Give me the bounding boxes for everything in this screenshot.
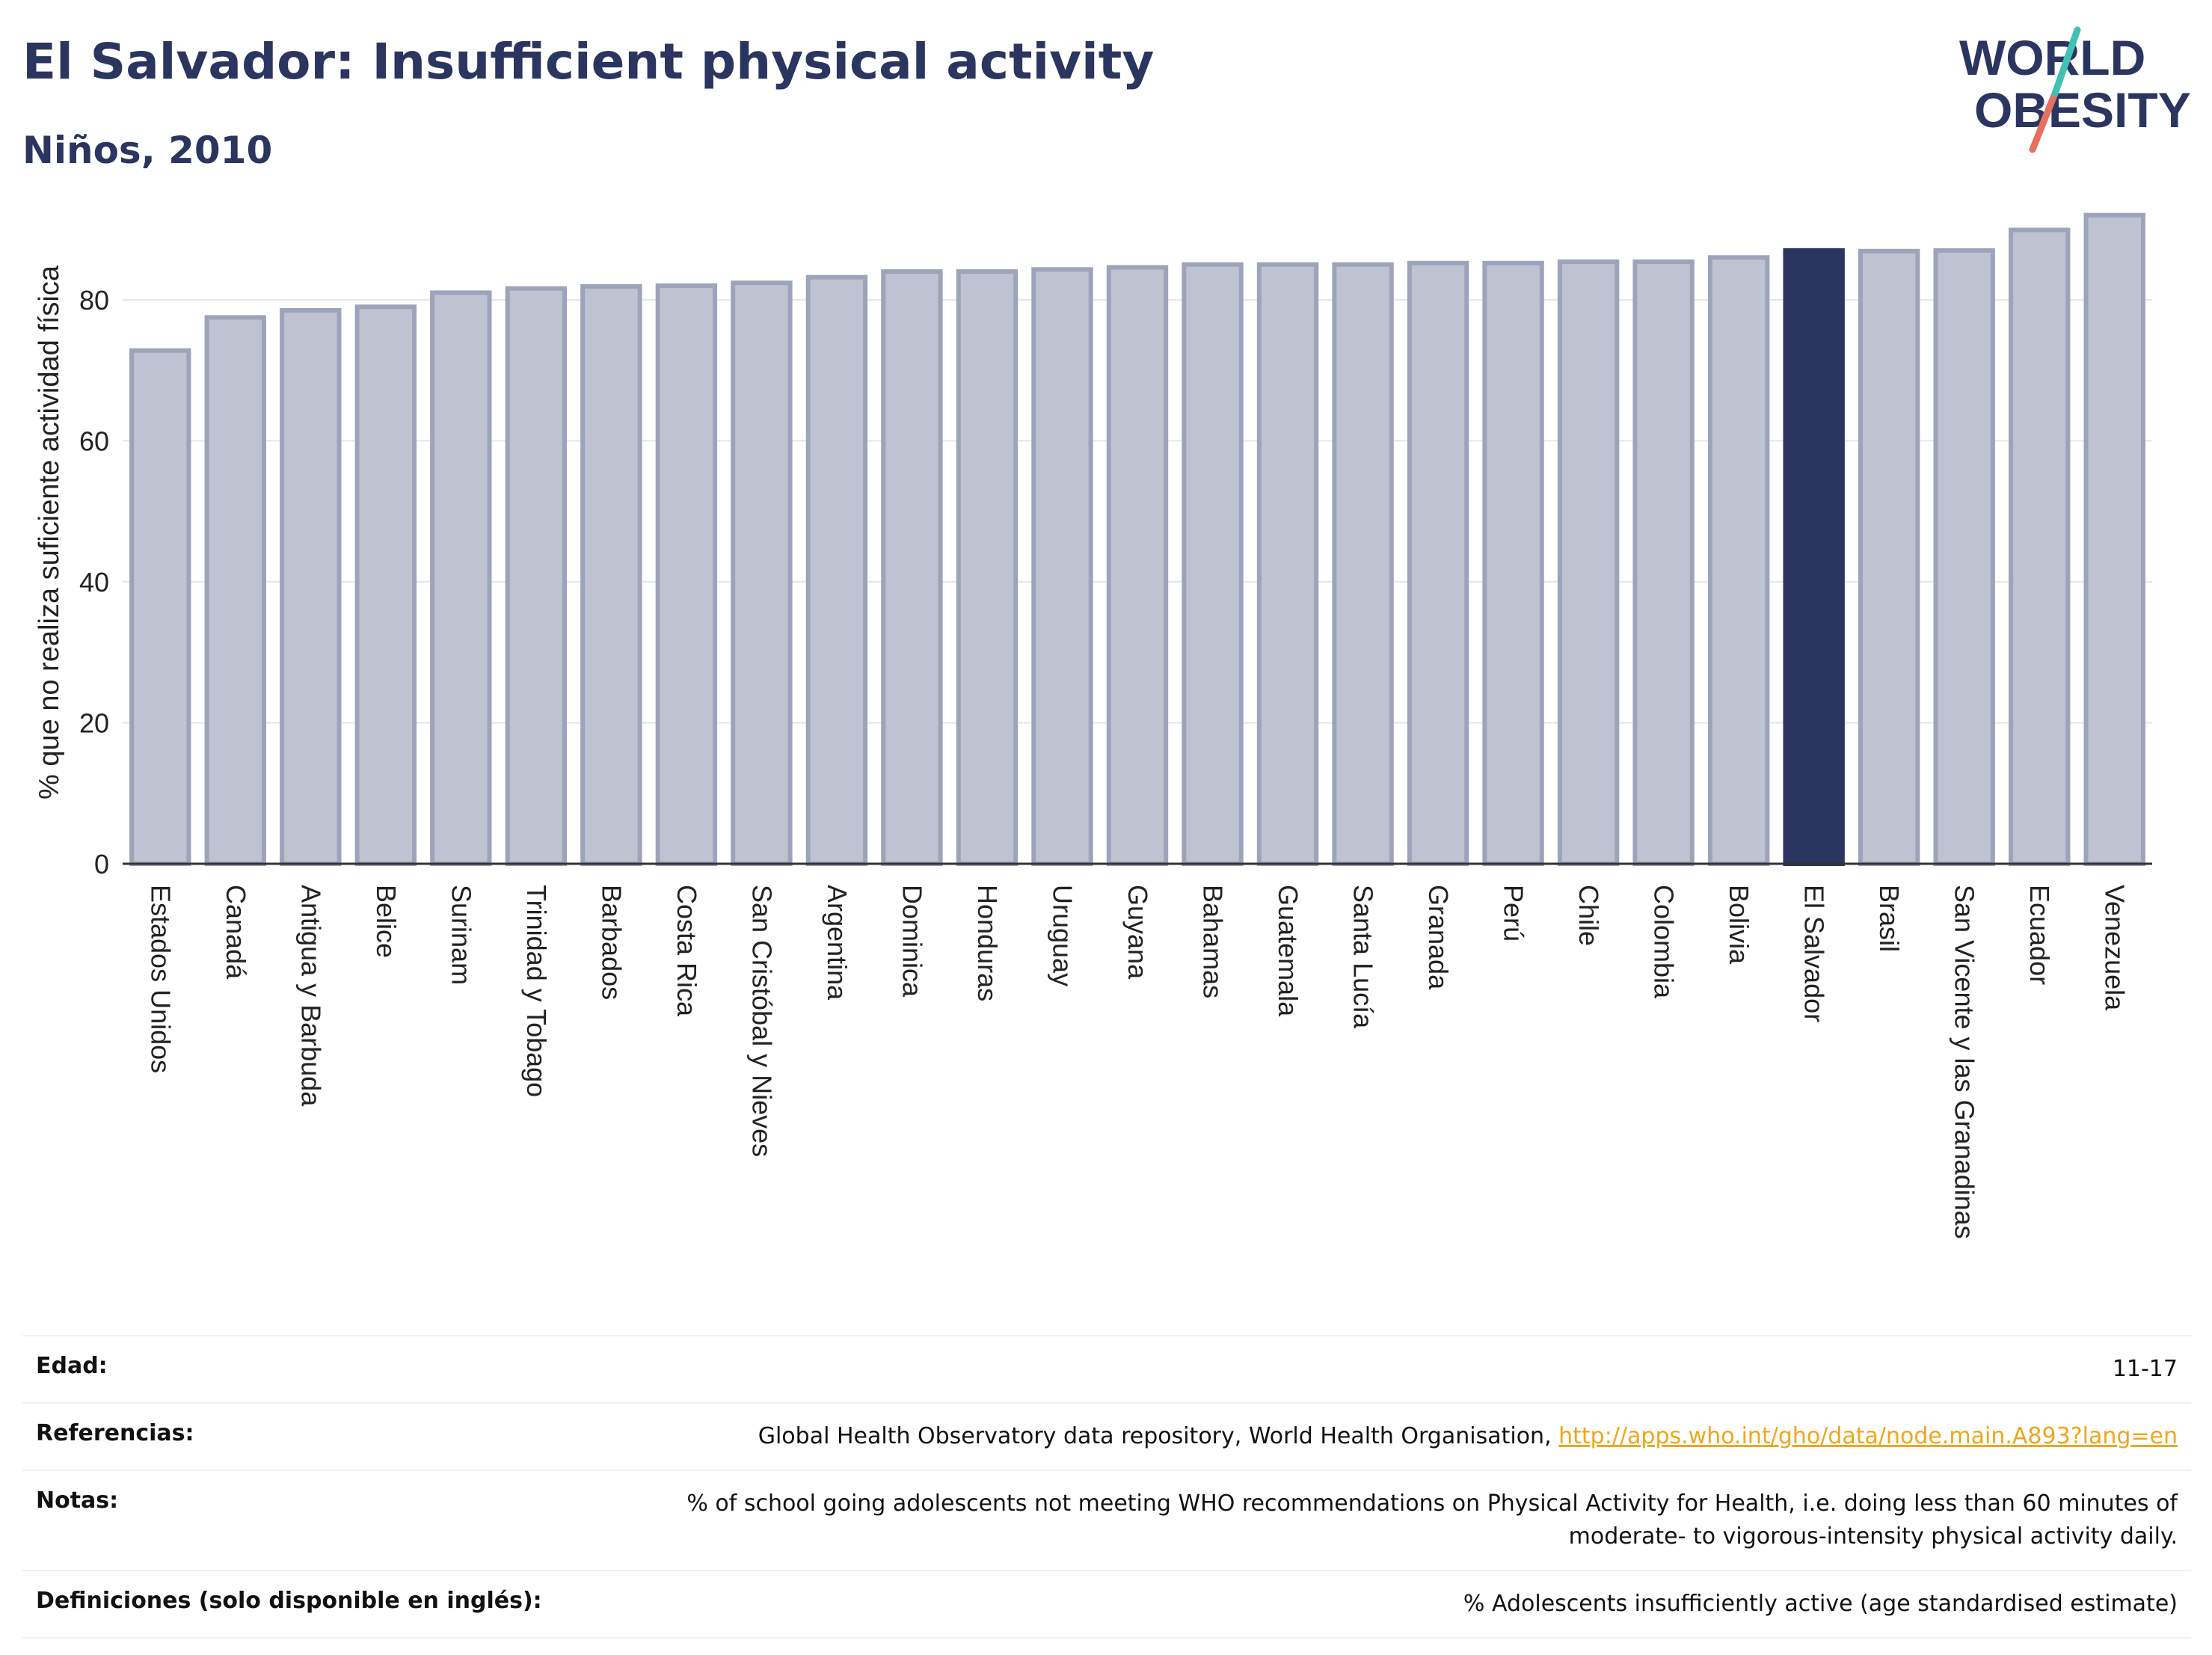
x-tick-label: Colombia: [1649, 885, 1680, 999]
bar-honduras: [956, 269, 1019, 866]
bar-estados-unidos: [129, 348, 191, 867]
bar-belice: [354, 304, 417, 866]
x-tick-label: Canadá: [221, 885, 251, 980]
bar-trinidad-y-tobago: [505, 286, 568, 866]
bar-guyana: [1106, 265, 1169, 866]
bar-bahamas: [1182, 262, 1244, 866]
x-tick-label: Guyana: [1122, 885, 1153, 980]
logo-line1: WORLD: [1959, 30, 2145, 85]
row-label: Notas:: [36, 1487, 119, 1514]
x-tick-label: Brasil: [1874, 885, 1905, 952]
row-label: Referencias:: [36, 1420, 194, 1446]
y-tick-label: 0: [94, 849, 109, 879]
bar-uruguay: [1031, 267, 1093, 866]
reference-text: Global Health Observatory data repositor…: [758, 1423, 1559, 1449]
bar-san-vicente-y-las-granadinas: [1933, 248, 1995, 866]
y-axis-ticks: 0 20 40 60 80: [79, 285, 109, 879]
x-tick-label: Dominica: [897, 885, 927, 998]
x-tick-label: San Cristóbal y Nieves: [746, 885, 777, 1157]
bar-san-cristóbal-y-nieves: [731, 280, 793, 867]
x-tick-label: Guatemala: [1273, 885, 1303, 1017]
bar-venezuela: [2083, 212, 2145, 867]
bar-ecuador: [2009, 227, 2071, 867]
table-row-notes: Notas: % of school going adolescents not…: [22, 1470, 2191, 1570]
y-axis-label: % que no realiza suficiente actividad fí…: [34, 265, 65, 799]
x-tick-label: Bahamas: [1198, 885, 1229, 998]
bar-brasil: [1858, 248, 1920, 867]
bar-perú: [1482, 260, 1544, 866]
bar-granada: [1407, 260, 1469, 866]
x-tick-label: Argentina: [822, 885, 852, 1001]
bar-costa-rica: [655, 283, 718, 866]
x-tick-label: Costa Rica: [672, 885, 702, 1017]
bars: [129, 212, 2145, 867]
x-tick-label: Barbados: [596, 885, 627, 1000]
chart-title: El Salvador: Insufficient physical activ…: [22, 33, 1155, 90]
x-tick-label: Honduras: [972, 885, 1003, 1001]
x-tick-label: Venezuela: [2100, 885, 2130, 1011]
x-axis-labels: Estados Unidos Canadá Antigua y Barbuda Bel…: [145, 885, 2130, 1239]
x-tick-label: Chile: [1573, 885, 1604, 946]
x-tick-label: Granada: [1423, 885, 1454, 990]
x-tick-label: Antigua y Barbuda: [295, 885, 326, 1107]
x-tick-label: San Vicente y las Granadinas: [1950, 885, 1980, 1239]
row-value: % of school going adolescents not meetin…: [686, 1490, 2178, 1550]
bar-guatemala: [1256, 262, 1319, 866]
world-obesity-logo: WORLD OBESITY: [1959, 26, 2191, 153]
bar-canadá: [204, 315, 266, 866]
info-table: Edad: 11-17 Referencias: Global Health O…: [22, 1335, 2191, 1639]
row-value: % Adolescents insufficiently active (age…: [1463, 1591, 2178, 1617]
bar-el-salvador: [1783, 248, 1845, 866]
logo-line2: OBESITY: [1974, 82, 2191, 138]
y-tick-label: 20: [79, 707, 109, 738]
x-tick-label: Ecuador: [2024, 885, 2055, 985]
x-tick-label: Estados Unidos: [145, 885, 176, 1073]
x-tick-label: Trinidad y Tobago: [521, 885, 552, 1097]
x-tick-label: Uruguay: [1047, 885, 1078, 986]
x-tick-label: Bolivia: [1724, 885, 1754, 965]
x-tick-label: Santa Lucía: [1348, 885, 1379, 1029]
x-tick-label: El Salvador: [1799, 885, 1830, 1022]
bar-bolivia: [1707, 255, 1770, 867]
table-row-references: Referencias: Global Health Observatory d…: [22, 1402, 2191, 1470]
y-tick-label: 40: [79, 567, 109, 598]
bar-argentina: [805, 274, 868, 866]
bar-colombia: [1632, 259, 1695, 867]
bar-barbados: [580, 283, 642, 866]
bar-chile: [1557, 259, 1620, 867]
row-value: 11-17: [2112, 1356, 2178, 1382]
bar-santa-lucía: [1332, 262, 1394, 866]
bar-surinam: [430, 290, 492, 866]
row-value: Global Health Observatory data repositor…: [758, 1420, 2178, 1453]
row-label: Definiciones (solo disponible en inglés)…: [36, 1588, 542, 1614]
bar-chart: 0 20 40 60 80 Estados Unidos Canadá Antigua y …: [34, 212, 2152, 1239]
chart-subtitle: Niños, 2010: [22, 129, 273, 172]
bar-antigua-y-barbuda: [280, 307, 342, 867]
table-row-age: Edad: 11-17: [22, 1335, 2191, 1402]
x-tick-label: Belice: [371, 885, 402, 958]
y-tick-label: 80: [79, 285, 109, 316]
x-tick-label: Surinam: [446, 885, 476, 985]
row-label: Edad:: [36, 1353, 108, 1379]
y-tick-label: 60: [79, 426, 109, 456]
reference-link[interactable]: http://apps.who.int/gho/data/node.main.A…: [1558, 1423, 2178, 1449]
x-tick-label: Perú: [1499, 885, 1529, 942]
bar-dominica: [881, 269, 943, 866]
table-row-definitions: Definiciones (solo disponible en inglés)…: [22, 1570, 2191, 1639]
